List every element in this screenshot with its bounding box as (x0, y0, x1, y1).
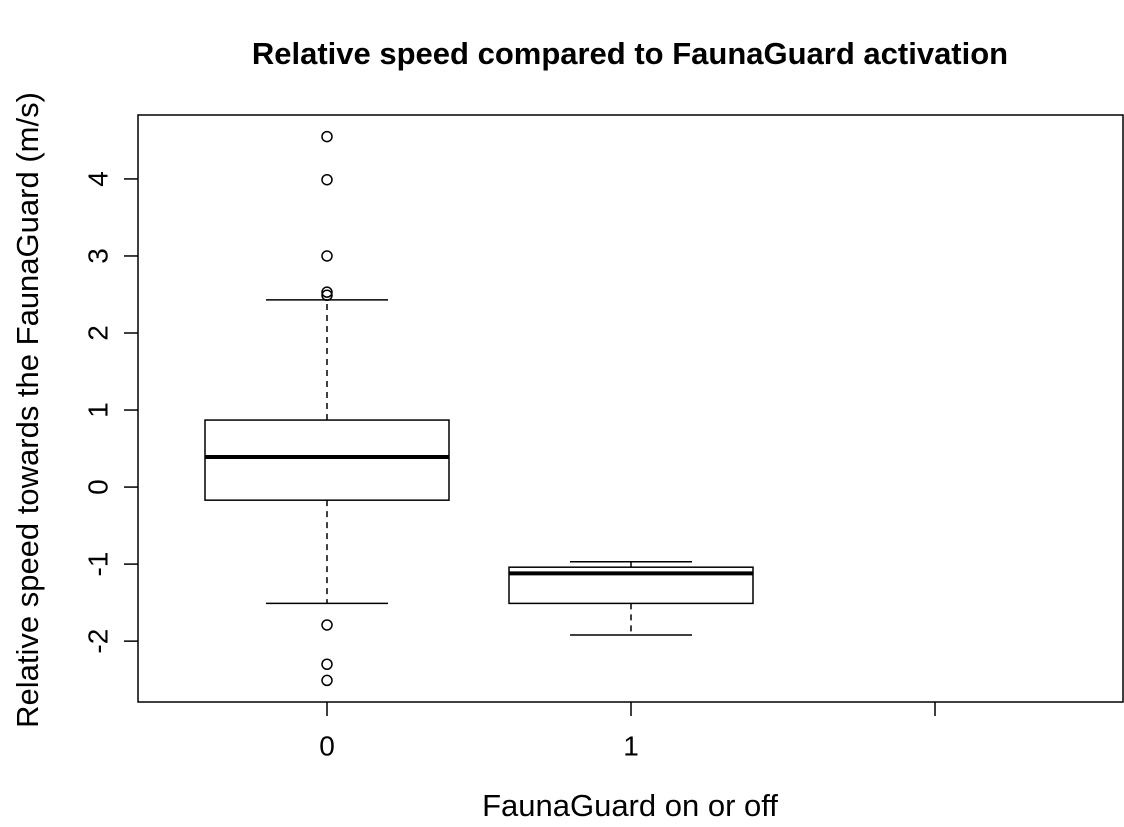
x-tick-label: 0 (319, 730, 335, 761)
chart-title: Relative speed compared to FaunaGuard ac… (252, 36, 1008, 71)
outlier (321, 658, 333, 671)
outlier (321, 286, 333, 298)
outlier (321, 289, 333, 302)
y-tick-label: -2 (82, 629, 113, 654)
x-tick-label: 1 (623, 730, 639, 761)
y-tick-label: 1 (82, 402, 113, 418)
outlier (321, 250, 333, 262)
plot-frame (137, 114, 1124, 703)
y-tick-label: -1 (82, 552, 113, 577)
outlier (321, 674, 333, 687)
outlier (321, 173, 333, 186)
outlier (321, 130, 333, 143)
outlier (321, 619, 333, 631)
x-axis-label: FaunaGuard on or off (482, 788, 778, 823)
box (204, 419, 450, 501)
y-tick-label: 0 (82, 479, 113, 495)
y-tick-label: 4 (82, 171, 113, 187)
y-tick-label: 2 (82, 325, 113, 341)
y-tick-label: 3 (82, 248, 113, 264)
y-axis-label: Relative speed towards the FaunaGuard (m… (10, 92, 45, 728)
